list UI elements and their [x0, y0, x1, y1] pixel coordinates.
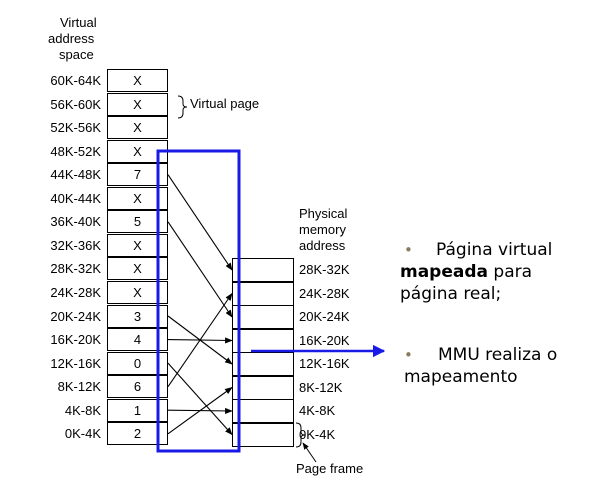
mapping-arrow: [168, 175, 232, 270]
mapping-arrow: [168, 222, 232, 317]
bullet-2-line-1: MMU realiza o: [438, 345, 615, 366]
mapping-arrow: [168, 363, 232, 434]
bullet-1-line-2: mapeada para: [400, 262, 585, 283]
bullet-1-line-2-rest: para: [488, 262, 532, 282]
page-frame-pointer: [303, 443, 316, 462]
bullet-dot-icon: •: [404, 240, 413, 261]
bullet-1-bold: mapeada: [400, 262, 488, 282]
bullet-2-line-2: mapeamento: [404, 367, 589, 388]
virtual-page-brace: [178, 96, 187, 118]
bullet-dot-icon: •: [404, 345, 413, 366]
mapping-lines: [168, 175, 232, 435]
bullet-1-line-3: página real;: [400, 284, 585, 305]
bullet-1-line-1: Página virtual: [436, 240, 615, 261]
